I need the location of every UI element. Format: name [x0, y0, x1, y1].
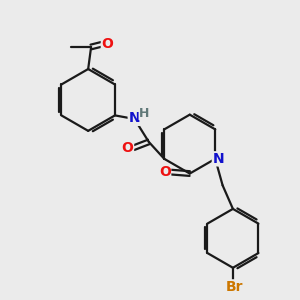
Text: O: O: [101, 37, 113, 51]
Text: N: N: [128, 111, 140, 125]
Text: H: H: [139, 106, 150, 119]
Text: O: O: [122, 141, 134, 155]
Text: Br: Br: [226, 280, 243, 294]
Text: N: N: [212, 152, 224, 166]
Text: O: O: [159, 165, 171, 179]
